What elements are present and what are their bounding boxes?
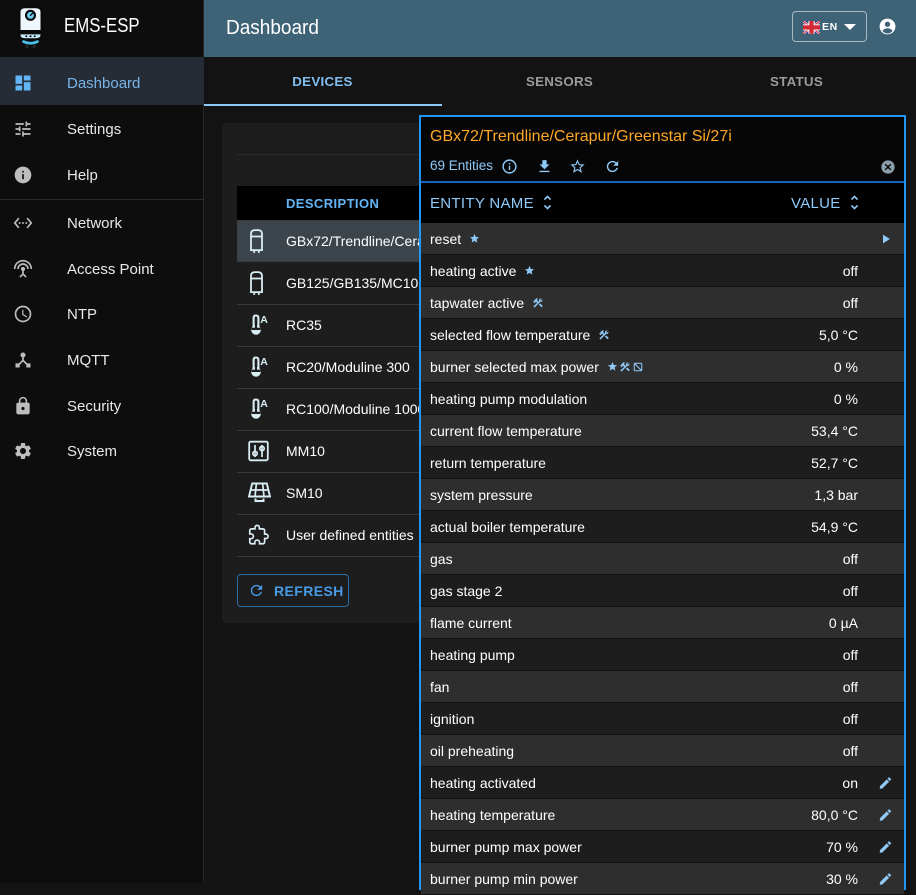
svg-text:A: A — [260, 356, 268, 368]
svg-text:A: A — [260, 398, 268, 410]
svg-text:A: A — [260, 314, 268, 326]
